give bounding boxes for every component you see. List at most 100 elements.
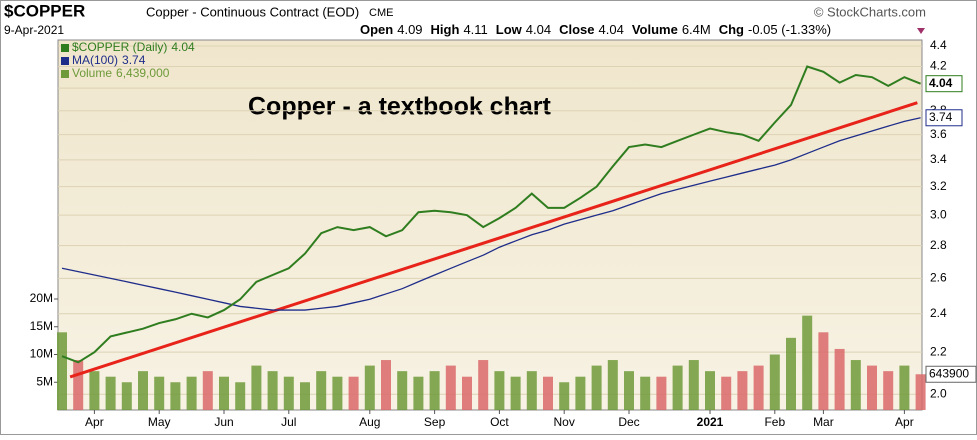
x-tick-label: Feb [764,415,785,429]
y-tick-label: 3.2 [930,179,947,193]
volume-bar [186,376,197,410]
quote: Open 4.09 High 4.11 Low 4.04 Close 4.04 Volume 6.… [360,22,831,37]
x-tick-label: Apr [895,415,914,429]
volume-bar [364,365,375,410]
legend-entry: Volume 6,439,000 [72,66,170,80]
volume-bar [105,376,116,410]
volume-bar [526,371,537,410]
legend-value: 6,439,000 [116,66,170,80]
ma-tag: 3.74 [929,110,953,124]
y-tick-label: 2.6 [930,271,947,285]
quote-value: 4.11 [463,22,487,37]
x-tick-label: Mar [813,415,834,429]
copyright: © StockCharts.com [814,4,926,19]
volume-bar [850,360,861,410]
quote-value: 6.4M [682,22,711,37]
volume-bar [283,376,294,410]
x-tick-label: 2021 [697,415,724,429]
quote-label: Close [559,22,594,37]
volume-bar [89,371,100,410]
volume-bar [138,371,148,410]
volume-bar [300,382,310,410]
legend-swatch [61,70,69,78]
volume-bar [121,382,132,410]
y-tick-label: 3.0 [930,207,947,221]
y-tick-label: 2.4 [930,306,947,320]
volume-bar [559,382,570,410]
volume-bar [154,376,165,410]
trendline [69,101,918,379]
volume-bar [656,376,667,410]
volume-bar [348,376,359,410]
volume-bar [607,360,618,410]
volume-bar [235,382,246,410]
x-tick-label: Jun [214,415,233,429]
volume-tag: 643900 [929,366,969,380]
volume-bar [769,354,780,410]
volume-bar [170,382,181,410]
y-tick-label: 4.2 [930,59,947,73]
x-tick-label: Jul [281,415,296,429]
y2-tick-label: 5M [36,374,53,388]
volume-bar [867,365,877,410]
volume-bar [543,376,553,410]
volume-bar [316,371,327,410]
volume-bar [332,376,343,410]
annotation: Copper - a textbook chart [248,93,551,121]
volume-bar [737,371,748,410]
y2-tick-label: 10M [30,347,53,361]
x-tick-label: Aug [359,415,380,429]
quote-value: 4.09 [397,22,422,37]
quote-label: High [431,22,460,37]
volume-bar [624,371,634,410]
legend-name: MA(100) [72,53,118,67]
volume-bar [494,371,505,410]
volume-bar [591,365,602,410]
volume-bar [834,348,845,410]
quote-label: Low [496,22,523,37]
volume-bar [429,371,440,410]
volume-bar [73,360,84,410]
legend-name: $COPPER (Daily) [72,40,167,54]
volume-bar [478,360,489,410]
x-tick-label: Nov [554,415,575,429]
quote-value: 4.04 [526,22,551,37]
volume-bar [883,371,894,410]
volume-bar [786,337,796,410]
quote-label: Chg [719,22,744,37]
volume-bar [202,371,213,410]
y-tick-label: 2.0 [930,386,947,400]
y-tick-label: 4.4 [930,38,947,52]
y-tick-label: 2.2 [930,344,947,358]
volume-bar [397,371,408,410]
price-tag-box [925,75,963,93]
quote-label: Volume [632,22,678,37]
y2-tick-label: 15M [30,319,53,333]
exchange: CME [369,7,393,19]
volume-bar [915,374,926,410]
volume-bar [802,315,813,410]
volume-bar [721,376,732,410]
x-tick-label: Sep [424,415,446,429]
volume-bar [267,371,278,410]
volume-bar [219,376,229,410]
volume-bar [57,332,67,410]
plot-area [57,39,923,411]
volume-bar [251,365,262,410]
legend-entry: MA(100) 3.74 [72,53,146,67]
volume-bar [462,376,472,410]
x-tick-label: Apr [85,415,104,429]
volume-bar [381,360,391,410]
volume-bar [413,376,424,410]
volume-bar [510,376,521,410]
legend-value: 4.04 [171,40,195,54]
y-tick-label: 2.8 [930,238,947,252]
quote-value: -0.05 (-1.33%) [748,22,831,37]
quote-label: Open [360,22,393,37]
change-arrow [917,28,925,34]
x-tick-label: May [148,415,171,429]
volume-bar [705,371,715,410]
volume-bar [818,332,829,410]
legend-value: 3.74 [122,53,146,67]
